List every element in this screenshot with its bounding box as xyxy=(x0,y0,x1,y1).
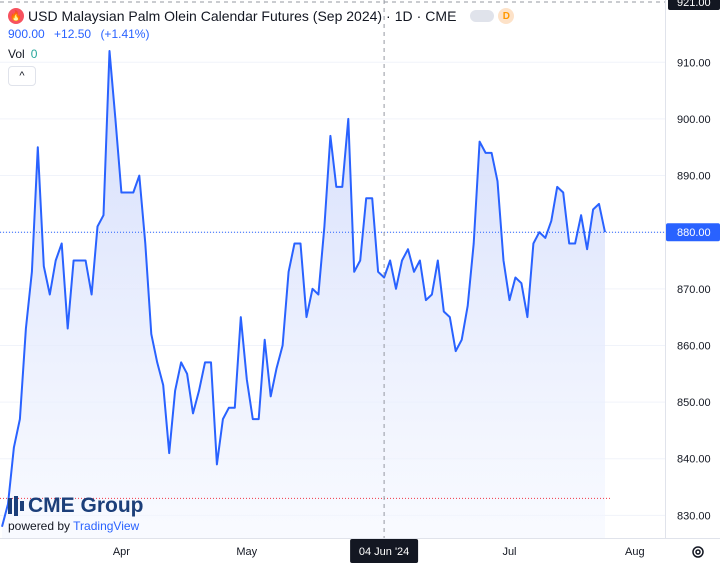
x-tick-label: Jul xyxy=(502,546,516,558)
symbol-title[interactable]: USD Malaysian Palm Olein Calendar Future… xyxy=(28,8,383,24)
brand-watermark: CME Group powered by TradingView xyxy=(8,494,144,533)
last-price-label-bg xyxy=(666,223,720,242)
interval-label[interactable]: 1D xyxy=(394,8,413,24)
market-status-icon xyxy=(470,10,495,22)
crosshair-date-label-bg xyxy=(350,539,419,563)
volume-label: Vol xyxy=(8,47,25,61)
legend-values: 900.00 +12.50 (+1.41%) xyxy=(8,27,514,41)
chevron-up-icon: ^ xyxy=(19,70,25,82)
gear-icon xyxy=(692,546,704,558)
y-tick-label: 860.00 xyxy=(677,340,711,352)
symbol-logo-icon[interactable]: 🔥 xyxy=(8,8,24,24)
series-line xyxy=(1,50,606,527)
x-tick-label: Aug xyxy=(625,546,645,558)
x-tick-label: May xyxy=(236,546,257,558)
powered-by[interactable]: powered by TradingView xyxy=(8,519,144,533)
crosshair-date-label: 04 Jun '24 xyxy=(359,546,409,558)
legend-separator: · xyxy=(416,8,422,24)
last-price: 900.00 xyxy=(8,27,45,41)
price-change: +12.50 xyxy=(54,27,92,41)
y-tick-label: 900.00 xyxy=(677,114,711,126)
price-change-percent: (+1.41%) xyxy=(100,27,150,41)
crosshair-price-label-bg xyxy=(668,0,720,10)
tradingview-link[interactable]: TradingView xyxy=(73,519,140,533)
legend-separator: · xyxy=(386,8,391,24)
cme-logo-icon xyxy=(8,496,24,516)
y-tick-label: 830.00 xyxy=(677,510,711,522)
crosshair-price-label: 921.00 xyxy=(677,0,711,9)
y-tick-label: 850.00 xyxy=(677,397,711,409)
price-scale-border xyxy=(665,0,666,538)
delayed-data-badge[interactable]: D xyxy=(498,8,515,24)
y-tick-label: 910.00 xyxy=(677,57,711,69)
powered-by-prefix: powered by xyxy=(8,519,71,533)
y-tick-label: 840.00 xyxy=(677,454,711,466)
y-tick-label: 870.00 xyxy=(677,284,711,296)
chart-legend: 🔥 USD Malaysian Palm Olein Calendar Futu… xyxy=(8,6,515,86)
chart-settings-button[interactable] xyxy=(688,542,708,562)
last-price-label: 880.00 xyxy=(677,227,711,239)
collapse-legend-button[interactable]: ^ xyxy=(8,66,36,86)
y-tick-label: 890.00 xyxy=(677,171,711,183)
time-scale-border xyxy=(0,538,720,539)
exchange-label[interactable]: CME xyxy=(425,8,457,24)
volume-value: 0 xyxy=(30,47,38,61)
market-status[interactable]: D xyxy=(470,8,515,24)
brand-name: CME Group xyxy=(28,494,144,517)
x-tick-label: Apr xyxy=(113,546,130,558)
series-area-fill xyxy=(2,51,605,538)
